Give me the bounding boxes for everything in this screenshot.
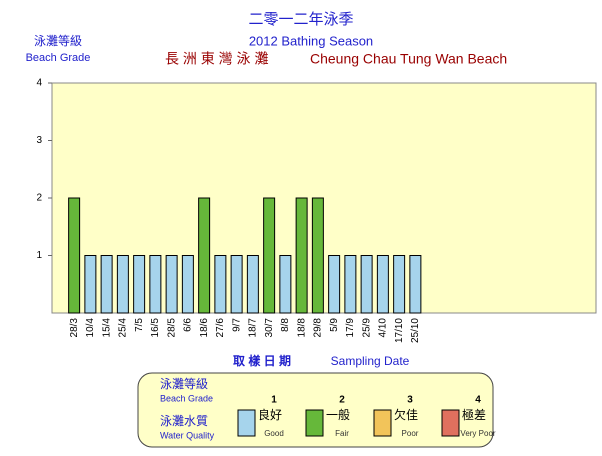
- bar: [133, 255, 146, 314]
- x-tick-label: 28/3: [69, 318, 80, 338]
- x-label-en: Sampling Date: [331, 354, 410, 368]
- y-tick-label: 4: [36, 78, 42, 89]
- legend-grade: 4: [475, 395, 481, 406]
- x-tick-label: 25/9: [361, 318, 372, 338]
- legend-zh: 欠佳: [394, 407, 418, 422]
- y-tick-label: 3: [36, 135, 42, 146]
- bar: [68, 197, 81, 314]
- y-tick-label: 1: [36, 250, 42, 261]
- bar: [328, 255, 341, 314]
- x-tick-label: 8/8: [280, 318, 291, 332]
- legend-zh: 一般: [326, 407, 350, 422]
- legend-en: Fair: [335, 429, 349, 438]
- bar: [279, 255, 292, 314]
- legend-en: Poor: [402, 429, 419, 438]
- legend-swatch: [237, 409, 256, 437]
- bar: [165, 255, 178, 314]
- bar: [376, 255, 389, 314]
- legend-grade-en: Beach Grade: [160, 393, 213, 403]
- bar: [263, 197, 276, 314]
- x-tick-label: 7/5: [134, 318, 145, 332]
- x-tick-label: 18/6: [199, 318, 210, 338]
- legend-swatch: [373, 409, 392, 437]
- x-tick-label: 17/9: [345, 318, 356, 338]
- beach-name-zh: 長 洲 東 灣 泳 灘: [165, 51, 268, 67]
- x-tick-label: 25/4: [118, 318, 129, 338]
- bar: [393, 255, 406, 314]
- legend-quality-en: Water Quality: [160, 430, 215, 440]
- x-tick-label: 18/7: [248, 318, 259, 338]
- bar: [100, 255, 113, 314]
- x-tick-label: 4/10: [378, 318, 389, 338]
- x-tick-label: 25/10: [410, 318, 421, 343]
- x-tick-label: 16/5: [150, 318, 161, 338]
- x-tick-label: 27/6: [215, 318, 226, 338]
- bar: [246, 255, 259, 314]
- legend-swatch: [441, 409, 460, 437]
- legend-grade: 2: [339, 395, 345, 406]
- bar: [230, 255, 243, 314]
- legend-en: Very Poor: [460, 429, 495, 438]
- legend-grade: 3: [407, 395, 413, 406]
- bar: [181, 255, 194, 314]
- x-tick-label: 30/7: [264, 318, 275, 338]
- x-tick-label: 6/6: [183, 318, 194, 332]
- x-label-zh: 取 樣 日 期: [233, 353, 291, 368]
- x-tick-label: 9/7: [231, 318, 242, 332]
- bar: [198, 197, 211, 314]
- x-tick-label: 5/9: [329, 318, 340, 332]
- x-tick-label: 15/4: [101, 318, 112, 338]
- x-tick-label: 10/4: [85, 318, 96, 338]
- bar: [295, 197, 308, 314]
- chart-title: 二零一二年泳季: [248, 11, 353, 28]
- x-tick-label: 29/8: [313, 318, 324, 338]
- y-tick-label: 2: [36, 193, 42, 204]
- beach-name-en: Cheung Chau Tung Wan Beach: [310, 51, 507, 67]
- y-label-zh: 泳灘等級: [34, 34, 82, 48]
- bar: [344, 255, 357, 314]
- x-tick-label: 18/8: [296, 318, 307, 338]
- x-tick-label: 17/10: [394, 318, 405, 343]
- y-label-en: Beach Grade: [26, 52, 91, 64]
- legend-en: Good: [264, 429, 284, 438]
- x-tick-label: 28/5: [166, 318, 177, 338]
- bar: [311, 197, 324, 314]
- legend-quality-zh: 泳灘水質: [160, 413, 208, 428]
- bar: [360, 255, 373, 314]
- legend-zh: 極差: [462, 407, 486, 422]
- bar: [84, 255, 97, 314]
- legend-swatch: [305, 409, 324, 437]
- bar: [149, 255, 162, 314]
- legend-grade: 1: [271, 395, 277, 406]
- bar: [409, 255, 422, 314]
- legend-grade-zh: 泳灘等級: [160, 377, 208, 391]
- bar: [214, 255, 227, 314]
- bar: [116, 255, 129, 314]
- legend-zh: 良好: [258, 407, 282, 422]
- chart-subtitle: 2012 Bathing Season: [249, 33, 373, 48]
